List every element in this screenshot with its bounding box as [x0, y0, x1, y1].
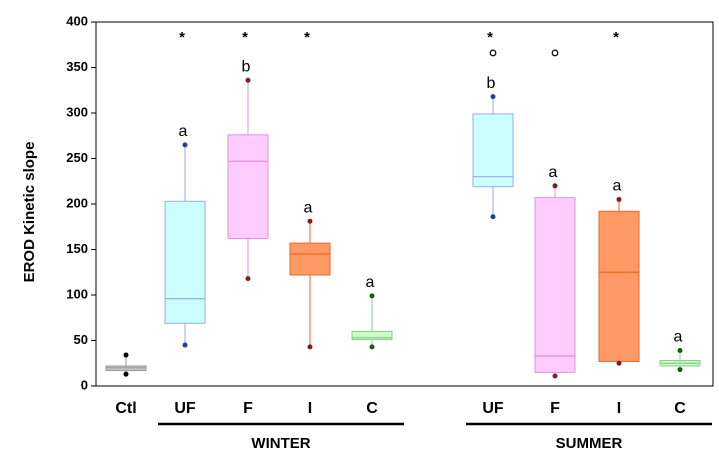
significance-star: * — [487, 29, 493, 46]
outlier — [551, 49, 559, 57]
whisker-min — [616, 360, 622, 366]
significance-star: * — [242, 29, 248, 46]
whisker-min — [677, 367, 683, 373]
y-tick-label: 200 — [66, 195, 88, 210]
whisker-min — [182, 342, 188, 348]
whisker-max — [616, 196, 622, 202]
x-tick-label: F — [550, 400, 560, 417]
whisker-min — [369, 344, 375, 350]
y-tick-label: 50 — [74, 332, 88, 347]
group-letter: a — [549, 164, 558, 181]
group-label: SUMMER — [556, 435, 623, 452]
whisker-max — [182, 142, 188, 148]
group-letter: a — [366, 274, 375, 291]
whisker-min — [490, 214, 496, 220]
group-letter: b — [487, 75, 496, 92]
whisker-max — [369, 293, 375, 299]
whisker-min — [307, 344, 313, 350]
group-letter: a — [674, 329, 683, 346]
x-tick-label: UF — [482, 400, 504, 417]
x-tick-label: F — [243, 400, 253, 417]
y-tick-label: 300 — [66, 104, 88, 119]
whisker-max — [307, 218, 313, 224]
significance-star: * — [179, 29, 185, 46]
whisker-max — [677, 348, 683, 354]
whisker-max — [123, 352, 129, 358]
whisker-max — [490, 94, 496, 100]
y-tick-label: 150 — [66, 241, 88, 256]
x-tick-label: UF — [174, 400, 196, 417]
box — [164, 200, 206, 324]
box — [472, 113, 514, 188]
x-tick-label: I — [308, 400, 312, 417]
group-letter: a — [179, 123, 188, 140]
x-tick-label: C — [366, 400, 378, 417]
box — [227, 134, 269, 240]
y-tick-label: 350 — [66, 59, 88, 74]
box — [289, 242, 331, 276]
x-tick-label: C — [674, 400, 686, 417]
whisker-max — [245, 77, 251, 83]
group-letter: a — [304, 200, 313, 217]
whisker-min — [123, 371, 129, 377]
whisker-min — [552, 373, 558, 379]
significance-star: * — [304, 29, 310, 46]
group-letter: a — [613, 178, 622, 195]
box — [351, 330, 393, 341]
box — [534, 197, 576, 373]
y-tick-label: 400 — [66, 13, 88, 28]
x-tick-label: Ctl — [115, 400, 136, 417]
outlier — [489, 49, 497, 57]
group-label: WINTER — [251, 435, 310, 452]
y-tick-label: 250 — [66, 150, 88, 165]
whisker-min — [245, 276, 251, 282]
y-tick-label: 100 — [66, 286, 88, 301]
x-tick-label: I — [617, 400, 621, 417]
significance-star: * — [613, 29, 619, 46]
whisker-max — [552, 183, 558, 189]
group-letter: b — [242, 58, 251, 75]
y-tick-label: 0 — [81, 377, 88, 392]
y-axis-label: EROD Kinetic slope — [21, 142, 38, 283]
box — [598, 210, 640, 362]
